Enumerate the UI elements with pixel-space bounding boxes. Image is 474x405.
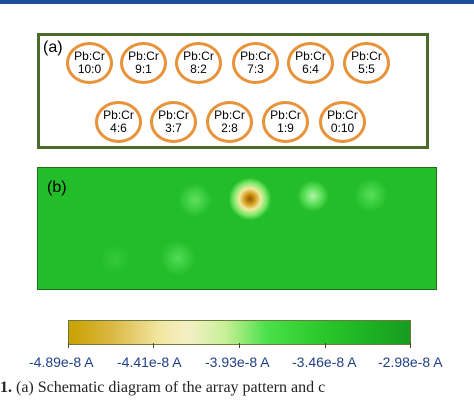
colorbar-tick: [410, 343, 411, 348]
spot-0-10: Pb:Cr 0:10: [319, 101, 366, 143]
spot-ratio-value: 6:4: [302, 62, 319, 76]
spot-ratio-label: Pb:Cr: [128, 49, 159, 63]
panel-a-label: (a): [43, 39, 63, 56]
spot-5-5: Pb:Cr 5:5: [343, 42, 390, 84]
spot-ratio-value: 8:2: [190, 62, 207, 76]
spot-ratio-label: Pb:Cr: [158, 108, 189, 122]
spot-ratio-value: 1:9: [277, 121, 294, 135]
spot-ratio-label: Pb:Cr: [295, 49, 326, 63]
panel-b-label: (b): [47, 179, 67, 196]
spot-ratio-label: Pb:Cr: [103, 108, 134, 122]
spot-ratio-label: Pb:Cr: [240, 49, 271, 63]
colorbar-tick-label: -4.89e-8 A: [29, 354, 94, 370]
figure-caption: 1. (a) Schematic diagram of the array pa…: [0, 379, 325, 397]
spot-8-2: Pb:Cr 8:2: [175, 42, 222, 84]
colorbar-tick: [153, 343, 154, 348]
map-spot-5-5: [354, 178, 388, 212]
colorbar-tick-label: -3.93e-8 A: [205, 354, 270, 370]
colorbar-tick: [239, 343, 240, 348]
colorbar-tick: [68, 343, 69, 348]
map-spot-4-6: [100, 244, 130, 274]
caption-text: (a) Schematic diagram of the array patte…: [16, 379, 326, 396]
spot-ratio-value: 3:7: [165, 121, 182, 135]
spot-ratio-value: 5:5: [358, 62, 375, 76]
spot-ratio-value: 7:3: [247, 62, 264, 76]
map-spot-6-4: [297, 180, 329, 212]
spot-4-6: Pb:Cr 4:6: [95, 101, 142, 143]
colorbar-tick-label: -4.41e-8 A: [117, 354, 182, 370]
header-rule: [0, 0, 474, 4]
colorbar: [68, 320, 411, 345]
spot-ratio-value: 4:6: [110, 121, 127, 135]
map-spot-2-8: [160, 240, 196, 276]
spot-10-0: Pb:Cr 10:0: [66, 42, 113, 84]
spot-ratio-label: Pb:Cr: [351, 49, 382, 63]
spot-9-1: Pb:Cr 9:1: [120, 42, 167, 84]
panel-b-current-map: (b): [37, 167, 437, 290]
spot-6-4: Pb:Cr 6:4: [287, 42, 334, 84]
spot-7-3: Pb:Cr 7:3: [232, 42, 279, 84]
colorbar-tick: [325, 343, 326, 348]
spot-ratio-value: 9:1: [135, 62, 152, 76]
spot-ratio-value: 0:10: [330, 121, 355, 135]
caption-number: 1.: [0, 379, 12, 396]
spot-ratio-label: Pb:Cr: [214, 108, 245, 122]
spot-2-8: Pb:Cr 2:8: [206, 101, 253, 143]
colorbar-tick-label: -2.98e-8 A: [378, 354, 443, 370]
spot-ratio-label: Pb:Cr: [327, 108, 358, 122]
spot-ratio-label: Pb:Cr: [74, 49, 105, 63]
spot-ratio-label: Pb:Cr: [270, 108, 301, 122]
spot-ratio-value: 10:0: [77, 62, 102, 76]
colorbar-tick-label: -3.46e-8 A: [292, 354, 357, 370]
map-spot-9-1: [178, 183, 212, 217]
map-spot-7-3: [229, 178, 271, 220]
spot-1-9: Pb:Cr 1:9: [262, 101, 309, 143]
spot-3-7: Pb:Cr 3:7: [150, 101, 197, 143]
panel-a-array-pattern: (a) Pb:Cr 10:0 Pb:Cr 9:1 Pb:Cr 8:2 Pb:Cr…: [37, 33, 429, 149]
spot-ratio-label: Pb:Cr: [183, 49, 214, 63]
spot-ratio-value: 2:8: [221, 121, 238, 135]
